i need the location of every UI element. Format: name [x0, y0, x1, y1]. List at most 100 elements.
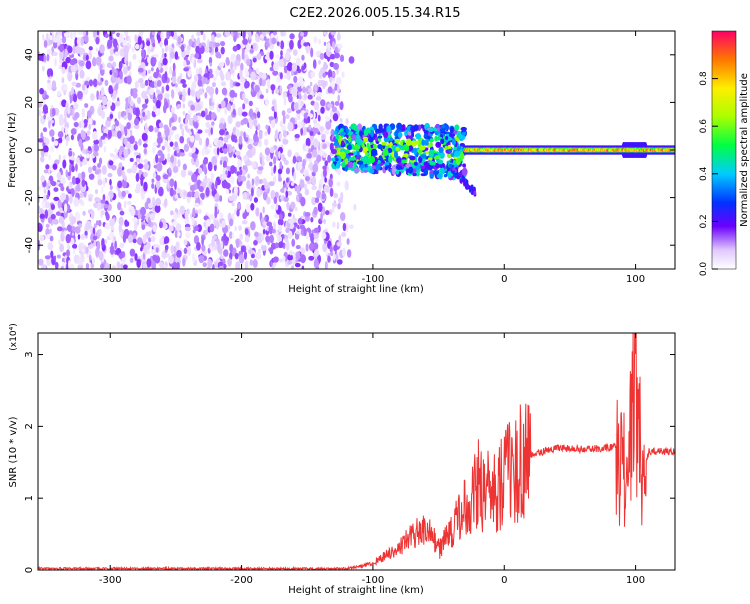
noise-cell — [85, 246, 89, 254]
noise-cell — [229, 78, 233, 88]
noise-cell — [160, 31, 164, 40]
spread-cell — [362, 136, 369, 142]
noise-cell — [155, 99, 161, 110]
noise-cell — [107, 39, 113, 49]
noise-cell — [251, 161, 257, 169]
spread-cell — [425, 164, 431, 170]
noise-cell — [216, 147, 220, 156]
noise-cell — [234, 150, 241, 156]
spread-cell — [365, 152, 369, 157]
noise-cell — [133, 124, 140, 130]
tail-cell — [473, 190, 477, 195]
noise-cell — [208, 213, 214, 220]
noise-cell — [41, 264, 47, 269]
noise-cell — [100, 86, 105, 97]
noise-cell — [93, 223, 97, 229]
noise-cell — [105, 213, 110, 221]
noise-cell — [57, 226, 63, 232]
noise-cell — [209, 223, 215, 233]
noise-cell — [313, 249, 320, 257]
noise-cell — [303, 227, 307, 237]
noise-cell — [182, 83, 187, 88]
noise-cell — [182, 103, 186, 109]
noise-cell — [222, 160, 227, 168]
noise-cell — [178, 116, 181, 124]
noise-cell — [170, 155, 175, 164]
noise-cell — [167, 152, 171, 163]
noise-cell — [285, 114, 290, 119]
noise-cell — [297, 121, 303, 129]
noise-cell — [108, 84, 113, 95]
noise-cell — [73, 31, 77, 39]
noise-cell — [78, 199, 84, 204]
noise-cell — [323, 61, 328, 71]
noise-cell — [48, 153, 51, 161]
noise-cell — [179, 205, 186, 215]
noise-cell — [90, 209, 95, 220]
noise-cell — [162, 173, 169, 180]
noise-cell — [152, 42, 156, 48]
noise-cell — [159, 237, 164, 246]
noise-cell — [43, 136, 47, 143]
colorbar-tick-label: 0.8 — [699, 71, 709, 86]
noise-cell — [63, 203, 68, 213]
noise-cell — [47, 180, 51, 187]
noise-cell — [264, 185, 270, 190]
noise-cell — [286, 107, 292, 114]
noise-cell — [84, 230, 88, 236]
noise-cell — [300, 126, 304, 136]
noise-cell — [94, 169, 100, 175]
spread-cell — [403, 153, 409, 158]
noise-cell — [129, 100, 134, 107]
spectrogram-x-label: Height of straight line (km) — [288, 284, 424, 295]
noise-cell — [118, 224, 123, 233]
noise-cell — [197, 208, 202, 214]
noise-cell — [332, 252, 336, 261]
noise-cell — [294, 262, 301, 268]
noise-cell — [184, 49, 191, 56]
noise-cell — [106, 100, 113, 107]
noise-cell — [187, 87, 191, 96]
noise-cell — [45, 223, 50, 228]
noise-cell — [124, 31, 129, 37]
noise-cell — [68, 182, 73, 190]
spread-cell — [352, 161, 357, 168]
noise-cell — [208, 46, 213, 53]
noise-cell — [97, 73, 101, 83]
noise-cell — [231, 233, 235, 239]
noise-cell — [207, 258, 213, 268]
noise-cell — [74, 37, 78, 48]
noise-cell — [140, 191, 145, 200]
noise-cell — [188, 131, 192, 136]
noise-cell — [69, 194, 73, 205]
noise-cell — [166, 253, 170, 258]
spread-cell — [400, 159, 407, 163]
noise-cell — [229, 252, 233, 261]
noise-cell — [124, 57, 128, 64]
noise-cell — [127, 111, 133, 121]
noise-cell — [118, 149, 123, 160]
noise-cell — [228, 195, 235, 201]
noise-cell — [226, 146, 230, 152]
noise-cell — [93, 139, 100, 145]
noise-cell — [49, 129, 55, 137]
noise-cell — [67, 45, 73, 54]
noise-cell — [38, 138, 44, 143]
noise-cell — [47, 216, 53, 224]
noise-cell — [169, 187, 174, 197]
noise-cell — [246, 179, 251, 190]
noise-cell — [322, 143, 327, 150]
noise-cell — [286, 183, 290, 188]
noise-cell — [303, 112, 310, 119]
noise-cell — [189, 135, 195, 143]
spread-cell — [383, 131, 389, 139]
noise-cell — [146, 40, 151, 47]
noise-cell — [175, 241, 180, 251]
noise-cell — [233, 138, 238, 143]
noise-cell — [279, 213, 283, 220]
noise-cell — [324, 129, 330, 135]
noise-cell — [219, 195, 223, 202]
spread-cell — [427, 128, 434, 132]
noise-cell — [258, 178, 264, 185]
noise-cell — [312, 59, 317, 70]
